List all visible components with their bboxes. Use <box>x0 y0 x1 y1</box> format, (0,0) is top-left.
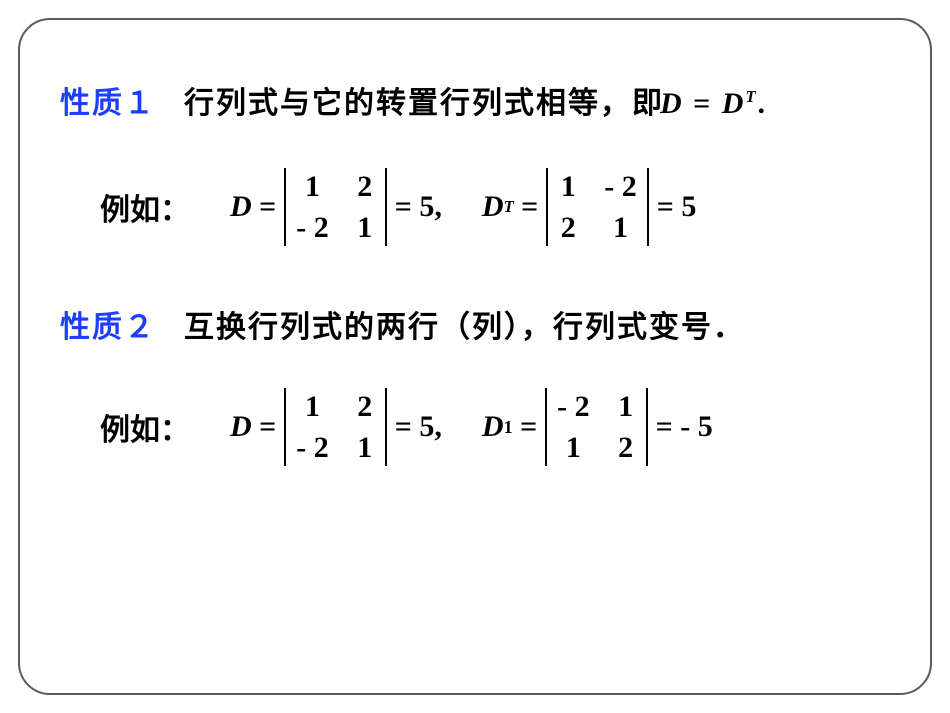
property-2-text: 互换行列式的两行（列），行列式变号． <box>184 302 745 346</box>
det-DT-symbol: D <box>482 190 504 224</box>
det-D-matrix: 12 - 21 <box>290 168 381 246</box>
property-1-eq: D = DT <box>660 87 758 121</box>
det-D1-result: - 5 <box>680 410 713 444</box>
det-D2-bars: 12 - 21 <box>280 388 391 466</box>
det-D-symbol: D <box>230 190 252 224</box>
det-D1-symbol: D <box>482 410 504 444</box>
det-DT-bars: 1- 2 21 <box>542 168 653 246</box>
det-D: D = 12 - 21 = 5, <box>230 168 442 246</box>
example-2-row: 例如： D = 12 - 21 = 5, D1 = <box>100 388 890 466</box>
property-1-line: 性质１ 行列式与它的转置行列式相等，即 D = DT . <box>60 78 890 122</box>
det-D2-matrix: 12 - 21 <box>290 388 381 466</box>
slide: 性质１ 行列式与它的转置行列式相等，即 D = DT . 例如： D = 12 … <box>0 0 950 713</box>
property-2-heading: 性质２ <box>60 302 156 346</box>
det-D2: D = 12 - 21 = 5, <box>230 388 442 466</box>
example-2-label: 例如： <box>100 405 190 449</box>
property-1-text: 行列式与它的转置行列式相等，即 <box>184 78 664 122</box>
property-2-line: 性质２ 互换行列式的两行（列），行列式变号． <box>60 302 890 346</box>
det-DT-matrix: 1- 2 21 <box>552 168 643 246</box>
det-D2-result: 5 <box>419 410 434 444</box>
det-D1-matrix: - 21 12 <box>551 388 642 466</box>
property-1-tail: . <box>758 87 768 121</box>
det-DT-result: 5 <box>681 190 696 224</box>
det-D-result: 5 <box>419 190 434 224</box>
property-1-heading: 性质１ <box>60 78 156 122</box>
det-D-bars: 12 - 21 <box>280 168 391 246</box>
det-D1: D1 = - 21 12 = - 5 <box>482 388 713 466</box>
example-1-row: 例如： D = 12 - 21 = 5, DT = <box>100 168 890 246</box>
example-1-label: 例如： <box>100 185 190 229</box>
det-D2-symbol: D <box>230 410 252 444</box>
det-DT: DT = 1- 2 21 = 5 <box>482 168 696 246</box>
slide-frame: 性质１ 行列式与它的转置行列式相等，即 D = DT . 例如： D = 12 … <box>18 18 932 695</box>
det-D1-bars: - 21 12 <box>541 388 652 466</box>
